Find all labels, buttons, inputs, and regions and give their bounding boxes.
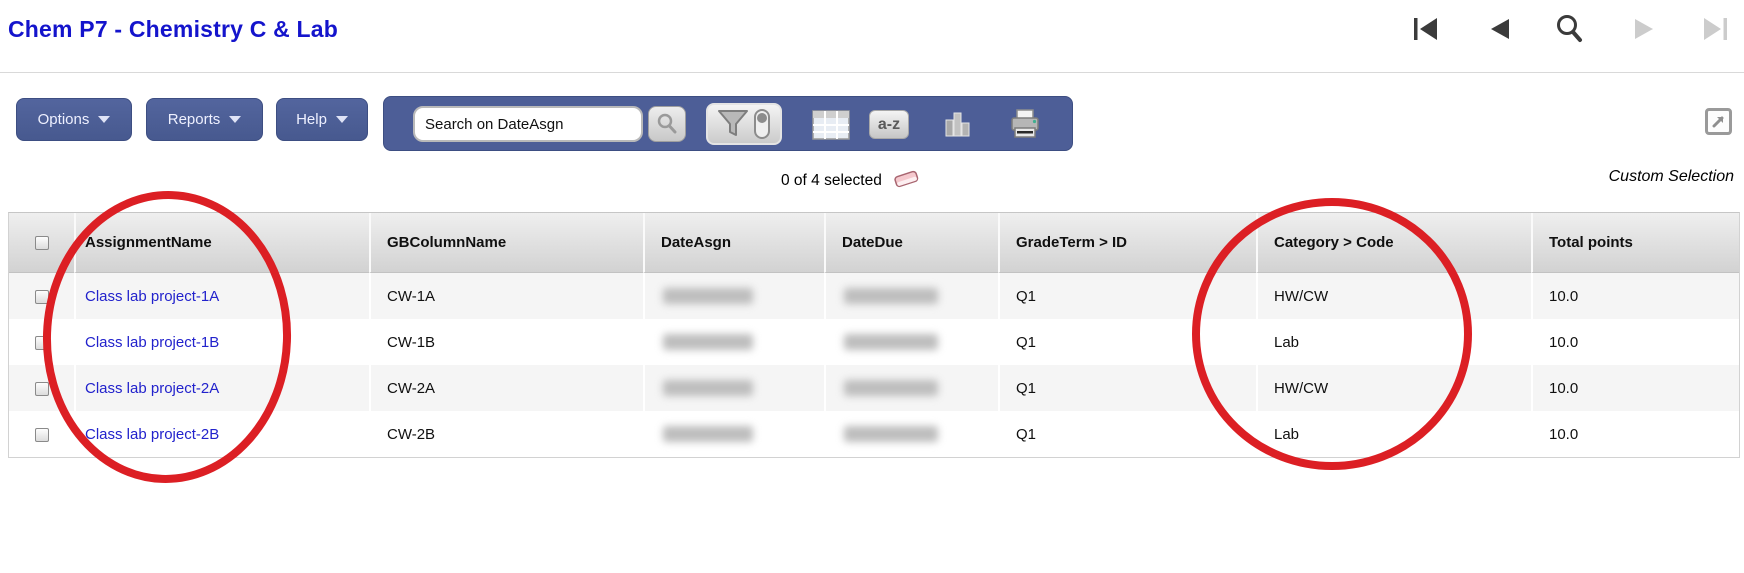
total-points-cell: 10.0: [1531, 411, 1739, 457]
date-asgn-cell: [643, 365, 824, 411]
options-menu-button[interactable]: Options: [16, 98, 132, 141]
next-record-icon[interactable]: [1627, 12, 1661, 46]
print-button[interactable]: [1008, 107, 1042, 141]
selection-status: 0 of 4 selected: [781, 168, 920, 193]
sort-button[interactable]: a-z: [869, 110, 909, 139]
help-menu-button[interactable]: Help: [276, 98, 368, 141]
row-select-cell: [9, 319, 74, 365]
row-checkbox[interactable]: [34, 335, 49, 350]
redacted-date-due: [844, 288, 938, 304]
category-cell: Lab: [1256, 411, 1531, 457]
chevron-down-icon: [98, 116, 111, 123]
column-header-date-asgn[interactable]: DateAsgn: [643, 213, 824, 273]
total-points-cell: 10.0: [1531, 273, 1739, 319]
table-row: Class lab project-2A CW-2A Q1 HW/CW 10.0: [9, 365, 1739, 411]
column-header-gb-column-name[interactable]: GBColumnName: [369, 213, 643, 273]
print-icon: [1011, 109, 1039, 138]
custom-selection-label: Custom Selection: [1608, 168, 1734, 185]
chevron-down-icon: [229, 116, 242, 123]
assignment-name-link[interactable]: Class lab project-2A: [85, 379, 220, 397]
select-all-checkbox[interactable]: [34, 236, 49, 251]
column-header-grade-term[interactable]: GradeTerm > ID: [998, 213, 1256, 273]
search-toolbar-panel: a-z: [383, 96, 1073, 151]
gb-column-name-cell: CW-1A: [369, 273, 643, 319]
assignment-name-link[interactable]: Class lab project-1B: [85, 333, 220, 351]
column-header-category[interactable]: Category > Code: [1256, 213, 1531, 273]
grade-term-cell: Q1: [998, 319, 1256, 365]
bar-chart-icon: [945, 112, 970, 137]
category-cell: HW/CW: [1256, 273, 1531, 319]
search-input[interactable]: [413, 106, 643, 142]
first-record-icon[interactable]: [1410, 12, 1444, 46]
grid-icon: [812, 110, 850, 140]
filter-button[interactable]: [706, 103, 782, 145]
table-body: Class lab project-1A CW-1A Q1 HW/CW 10.0…: [9, 273, 1739, 457]
options-menu-label: Options: [37, 111, 90, 128]
date-due-cell: [824, 365, 998, 411]
assignment-name-link[interactable]: Class lab project-2B: [85, 425, 220, 443]
column-header-assignment-name[interactable]: AssignmentName: [74, 213, 369, 273]
gb-column-name-cell: CW-2A: [369, 365, 643, 411]
row-select-cell: [9, 273, 74, 319]
table-header-row: AssignmentName GBColumnName DateAsgn Dat…: [9, 213, 1739, 273]
page-title: Chem P7 - Chemistry C & Lab: [8, 16, 339, 42]
assignments-table: AssignmentName GBColumnName DateAsgn Dat…: [8, 212, 1740, 458]
table-row: Class lab project-2B CW-2B Q1 Lab 10.0: [9, 411, 1739, 457]
total-points-cell: 10.0: [1531, 319, 1739, 365]
column-grid-button[interactable]: [812, 110, 850, 140]
redacted-date-due: [844, 334, 938, 350]
row-checkbox[interactable]: [34, 289, 49, 304]
row-checkbox[interactable]: [34, 427, 49, 442]
date-due-cell: [824, 273, 998, 319]
clear-selection-eraser-icon[interactable]: [892, 168, 920, 193]
date-asgn-cell: [643, 411, 824, 457]
row-checkbox[interactable]: [34, 381, 49, 396]
redacted-date-asgn: [663, 426, 753, 442]
grade-term-cell: Q1: [998, 411, 1256, 457]
category-cell: HW/CW: [1256, 365, 1531, 411]
select-all-cell: [9, 213, 74, 273]
chart-button[interactable]: [942, 108, 974, 140]
redacted-date-asgn: [663, 380, 753, 396]
gb-column-name-cell: CW-2B: [369, 411, 643, 457]
last-record-icon[interactable]: [1697, 12, 1731, 46]
row-select-cell: [9, 365, 74, 411]
table-row: Class lab project-1A CW-1A Q1 HW/CW 10.0: [9, 273, 1739, 319]
redacted-date-due: [844, 426, 938, 442]
expand-button[interactable]: [1705, 108, 1732, 135]
help-menu-label: Help: [296, 111, 327, 128]
selection-count-text: 0 of 4 selected: [781, 171, 882, 189]
sort-az-icon: a-z: [877, 115, 901, 133]
total-points-cell: 10.0: [1531, 365, 1739, 411]
gb-column-name-cell: CW-1B: [369, 319, 643, 365]
date-asgn-cell: [643, 273, 824, 319]
row-select-cell: [9, 411, 74, 457]
title-divider: [0, 72, 1744, 73]
date-due-cell: [824, 411, 998, 457]
grade-term-cell: Q1: [998, 273, 1256, 319]
reports-menu-label: Reports: [167, 111, 221, 128]
redacted-date-asgn: [663, 334, 753, 350]
reports-menu-button[interactable]: Reports: [146, 98, 263, 141]
redacted-date-due: [844, 380, 938, 396]
category-cell: Lab: [1256, 319, 1531, 365]
filter-icon: [718, 109, 770, 139]
table-row: Class lab project-1B CW-1B Q1 Lab 10.0: [9, 319, 1739, 365]
expand-arrow-icon: [1712, 116, 1724, 128]
search-icon: [657, 113, 677, 134]
column-header-total-points[interactable]: Total points: [1531, 213, 1739, 273]
assignment-name-link[interactable]: Class lab project-1A: [85, 287, 220, 305]
search-button[interactable]: [648, 106, 686, 142]
previous-record-icon[interactable]: [1483, 12, 1517, 46]
grade-term-cell: Q1: [998, 365, 1256, 411]
chevron-down-icon: [335, 116, 348, 123]
date-asgn-cell: [643, 319, 824, 365]
find-record-icon[interactable]: [1552, 12, 1586, 46]
column-header-date-due[interactable]: DateDue: [824, 213, 998, 273]
redacted-date-asgn: [663, 288, 753, 304]
date-due-cell: [824, 319, 998, 365]
